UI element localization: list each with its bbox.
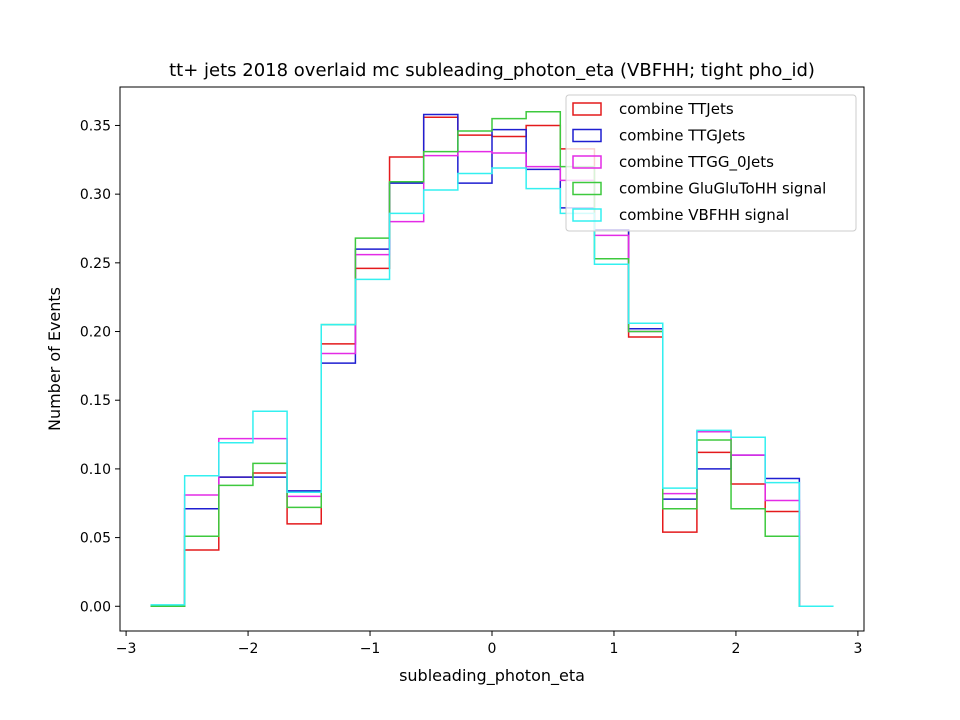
series-line-4 xyxy=(150,167,834,608)
x-tick-label: −1 xyxy=(360,641,381,657)
legend-swatch-0 xyxy=(572,102,602,116)
legend-label-3: combine GluGluToHH signal xyxy=(619,180,826,198)
legend-swatch-2 xyxy=(572,155,602,169)
legend-label-0: combine TTJets xyxy=(619,100,734,118)
x-tick-label: 1 xyxy=(610,641,619,657)
y-axis-label: Number of Events xyxy=(45,287,64,431)
x-tick-label: 0 xyxy=(488,641,497,657)
legend-label-2: combine TTGG_0Jets xyxy=(619,153,774,172)
x-tick-label: 3 xyxy=(853,641,862,657)
series-line-3 xyxy=(150,110,834,608)
y-tick-label: 0.00 xyxy=(80,599,111,615)
legend-box xyxy=(565,94,857,232)
x-tick-label: −3 xyxy=(116,641,137,657)
y-tick-label: 0.25 xyxy=(80,256,111,272)
legend-swatch-1 xyxy=(572,128,602,143)
legend-swatch-3 xyxy=(572,181,602,196)
y-tick-label: 0.15 xyxy=(80,393,111,409)
legend-label-4: combine VBFHH signal xyxy=(619,206,789,224)
y-tick-label: 0.05 xyxy=(80,531,111,547)
legend-label-1: combine TTGJets xyxy=(619,127,745,145)
x-tick-label: −2 xyxy=(238,641,259,657)
x-tick-label: 2 xyxy=(731,641,740,657)
legend: combine TTJets combine TTGJets combine TTG… xyxy=(565,94,857,232)
chart-title: tt+ jets 2018 overlaid mc subleading_pho… xyxy=(169,60,815,81)
x-axis-label: subleading_photon_eta xyxy=(399,666,585,686)
y-tick-label: 0.20 xyxy=(80,325,111,341)
legend-swatch-4 xyxy=(572,208,602,222)
y-tick-label: 0.30 xyxy=(80,187,111,203)
y-tick-label: 0.35 xyxy=(80,118,111,134)
y-tick-label: 0.10 xyxy=(80,462,111,478)
plot-area: −3 −2 −1 0 1 2 3 0.00 0.05 0.10 0.15 0.20 0.25 0.30 0.… xyxy=(80,86,865,657)
